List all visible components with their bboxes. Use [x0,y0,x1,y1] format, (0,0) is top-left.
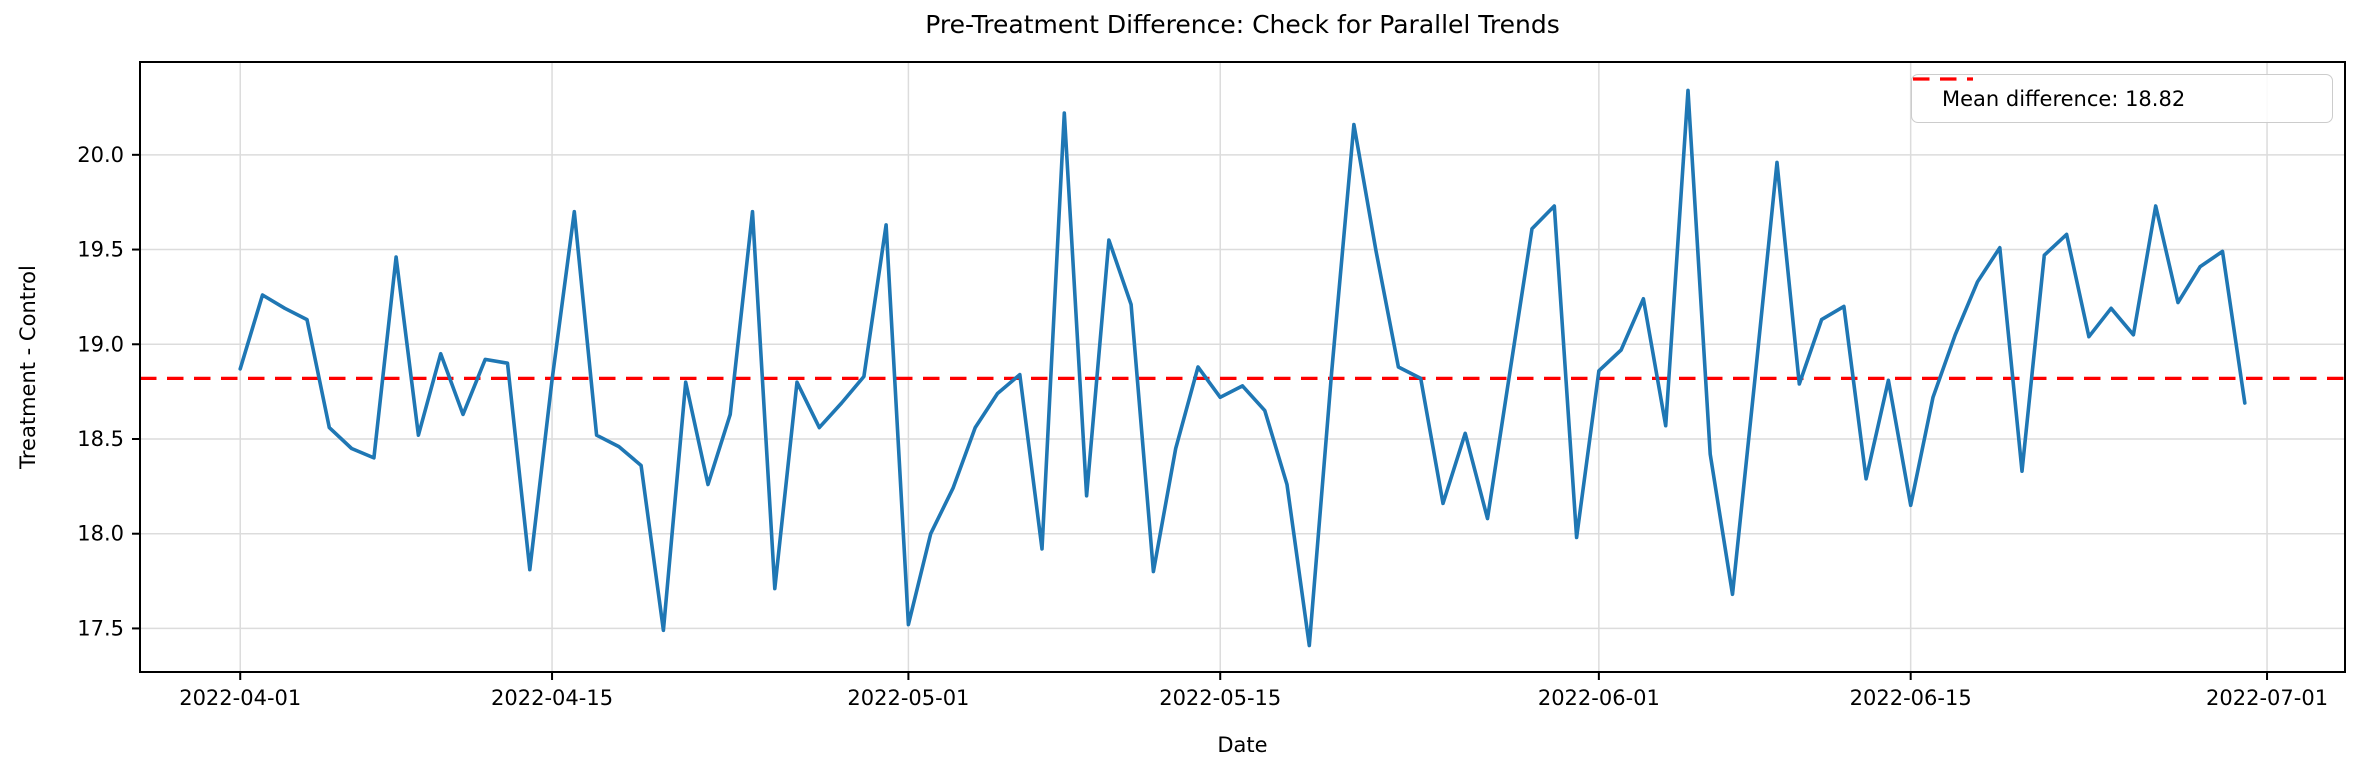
legend-label: Mean difference: 18.82 [1942,86,2186,111]
legend-dash-sample-icon [1913,77,1973,81]
x-tick-label: 2022-06-15 [1850,686,1972,710]
y-tick-label: 20.0 [77,143,124,167]
x-tick-label: 2022-05-15 [1159,686,1281,710]
x-axis-label: Date [1217,733,1268,757]
x-tick-label: 2022-04-15 [491,686,613,710]
plot-border [139,61,2346,673]
y-axis-label: Treatment - Control [16,265,40,469]
series-line [238,88,2247,648]
y-tick-label: 19.0 [77,332,124,356]
x-tick-label: 2022-06-01 [1538,686,1660,710]
x-tick-label: 2022-05-01 [847,686,969,710]
y-tick-label: 19.5 [77,238,124,262]
chart-title: Pre-Treatment Difference: Check for Para… [925,10,1560,39]
x-tick-label: 2022-07-01 [2206,686,2328,710]
legend: Mean difference: 18.82 [1911,74,2333,123]
y-tick-label: 17.5 [77,616,124,640]
x-tick-label: 2022-04-01 [179,686,301,710]
y-tick-label: 18.0 [77,522,124,546]
y-tick-label: 18.5 [77,427,124,451]
